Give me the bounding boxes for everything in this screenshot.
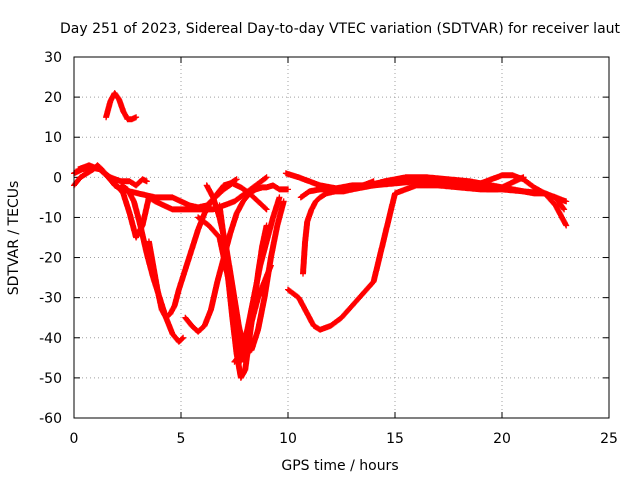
y-tick-label: -10: [39, 210, 62, 226]
x-tick-label: 15: [386, 431, 404, 447]
point-markers: [195, 214, 274, 365]
x-tick-labels: 0 5 10 15 20 25: [70, 431, 618, 447]
x-tick-label: 10: [279, 431, 297, 447]
x-tick-label: 0: [70, 431, 79, 447]
series-arc-f: [118, 182, 187, 345]
x-tick-label: 25: [600, 431, 618, 447]
y-tick-label: 30: [44, 50, 62, 66]
series-arc-d: [75, 162, 150, 189]
point-markers: [75, 162, 150, 189]
point-markers: [103, 90, 140, 123]
y-tick-label: 20: [44, 90, 62, 106]
y-axis-label: SDTVAR / TECUs: [6, 181, 22, 296]
y-tick-labels: 30 20 10 0 -10 -20 -30 -40 -50 -60: [39, 50, 62, 427]
series-arc-k: [195, 214, 274, 365]
y-tick-label: -60: [39, 411, 62, 427]
plot-frame: [73, 56, 610, 419]
data-points: [71, 90, 570, 381]
series-arc-p: [366, 174, 568, 213]
x-axis-label: GPS time / hours: [281, 458, 398, 474]
y-tick-label: 0: [53, 170, 62, 186]
point-markers: [118, 182, 187, 345]
series-arc-a: [103, 90, 140, 123]
y-tick-label: -20: [39, 251, 62, 267]
chart-title: Day 251 of 2023, Sidereal Day-to-day VTE…: [60, 21, 621, 37]
series-arc-o: [300, 178, 377, 277]
y-tick-label: -50: [39, 371, 62, 387]
axis-ticks: [73, 56, 610, 419]
y-tick-label: -40: [39, 331, 62, 347]
grid-lines: [74, 57, 609, 418]
x-tick-label: 5: [177, 431, 186, 447]
y-tick-label: 10: [44, 130, 62, 146]
x-tick-label: 20: [493, 431, 511, 447]
point-markers: [366, 174, 568, 213]
y-tick-label: -30: [39, 291, 62, 307]
point-markers: [300, 178, 377, 277]
